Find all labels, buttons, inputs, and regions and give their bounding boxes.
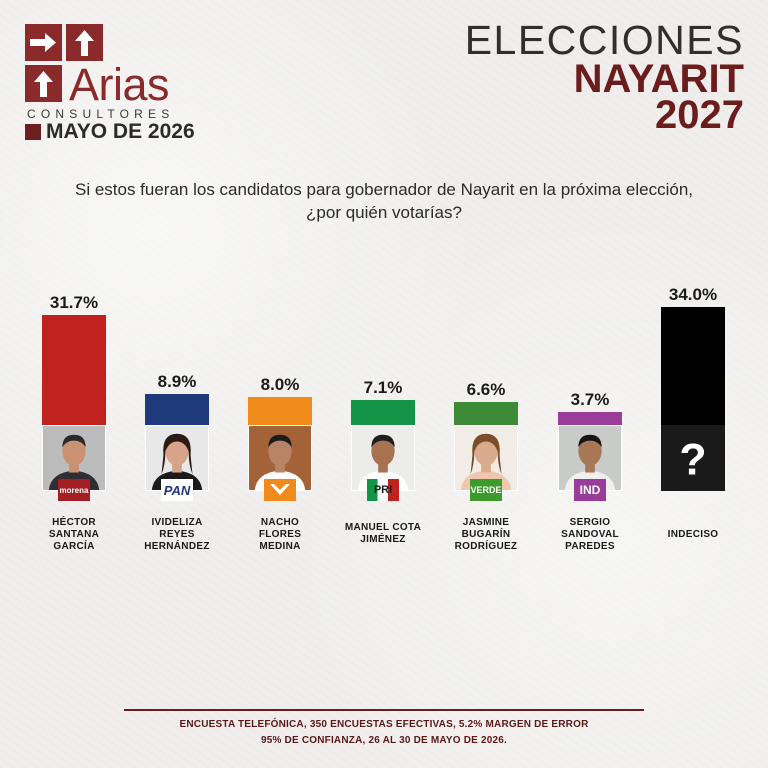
bar-value-label: 34.0% [668, 285, 718, 304]
survey-question: Si estos fueran los candidatos para gobe… [0, 178, 768, 224]
candidate-name: SERGIO SANDOVAL PAREDES [540, 517, 640, 553]
brand-subtitle: CONSULTORES [27, 107, 175, 121]
candidate-name-line: NACHO [260, 517, 300, 528]
arrow-up-icon [66, 24, 103, 61]
bar-value-label: 31.7% [49, 293, 99, 312]
svg-text:?: ? [679, 435, 706, 484]
question-mark-icon: ? [661, 425, 725, 491]
footer-line-1: ENCUESTA TELEFÓNICA, 350 ENCUESTAS EFECT… [179, 719, 589, 730]
methodology-note: ENCUESTA TELEFÓNICA, 350 ENCUESTAS EFECT… [0, 717, 768, 749]
candidate-name: INDECISO [643, 529, 743, 541]
bar-value-label: 6.6% [466, 380, 506, 399]
party-label: VERDE [470, 485, 502, 495]
brand-name: Arias [69, 59, 170, 110]
candidate-name-line: RODRÍGUEZ [454, 541, 518, 552]
bar-value-label: 8.0% [260, 375, 300, 394]
movimiento-ciudadano-logo [264, 479, 296, 501]
party-label: PRI [373, 484, 393, 496]
party-label: IND [579, 483, 601, 497]
candidate-name-line: SERGIO [569, 517, 611, 528]
candidate-name-line: INDECISO [667, 529, 719, 540]
party-label: PAN [163, 482, 191, 498]
candidate-name: JASMINE BUGARÍN RODRÍGUEZ [436, 517, 536, 553]
pri-logo: PRI [367, 479, 399, 501]
bar [248, 397, 312, 425]
question-line-2: ¿por quién votarías? [306, 203, 462, 222]
title-line-2: NAYARIT [573, 57, 744, 101]
candidate-name: IVIDELIZA REYES HERNÁNDEZ [127, 517, 227, 553]
footer-line-2: 95% DE CONFIANZA, 26 AL 30 DE MAYO DE 20… [260, 735, 508, 746]
independent-logo: IND [574, 479, 606, 501]
candidate-name: HÉCTOR SANTANA GARCÍA [24, 517, 124, 553]
candidate-name-line: HERNÁNDEZ [144, 541, 210, 552]
bar [42, 315, 106, 425]
morena-logo: morena [58, 479, 90, 501]
arrow-up-icon [25, 65, 62, 102]
bar [558, 412, 622, 425]
candidate-photo [248, 425, 312, 491]
bar [661, 307, 725, 425]
date-marker [25, 124, 41, 140]
bar [454, 402, 518, 425]
candidate-name-line: FLORES [258, 529, 302, 540]
party-label: morena [59, 485, 89, 495]
candidate-name-line: MEDINA [259, 541, 301, 552]
bar-value-label: 7.1% [363, 378, 403, 397]
candidate-name-line: SANTANA [48, 529, 100, 540]
candidate-name: NACHO FLORES MEDINA [230, 517, 330, 553]
pan-logo: PAN [161, 479, 193, 501]
candidate-name-line: IVIDELIZA [151, 517, 203, 528]
candidate-name-line: SANDOVAL [561, 529, 619, 540]
candidate-name-line: REYES [159, 529, 195, 540]
title-line-3: 2027 [655, 93, 744, 137]
question-line-1: Si estos fueran los candidatos para gobe… [74, 180, 694, 199]
arrow-right-icon [25, 24, 62, 61]
candidate-name-line: JIMÉNEZ [360, 534, 406, 545]
candidate-name-line: MANUEL COTA [344, 522, 422, 533]
survey-date: MAYO DE 2026 [46, 120, 195, 143]
bar-value-label: 3.7% [570, 390, 610, 409]
candidate-name-line: JASMINE [462, 517, 510, 528]
bar [145, 394, 209, 425]
title-line-1: ELECCIONES [464, 17, 744, 63]
bar [351, 400, 415, 425]
verde-logo: VERDE [470, 479, 502, 501]
footer-divider [124, 709, 644, 711]
candidate-name-line: GARCÍA [53, 541, 95, 552]
arias-logo: Arias CONSULTORES MAYO DE 2026 [25, 24, 225, 144]
candidate-name: MANUEL COTA JIMÉNEZ [333, 522, 433, 546]
bar-value-label: 8.9% [157, 372, 197, 391]
candidate-name-line: HÉCTOR [52, 517, 96, 528]
candidate-name-line: PAREDES [565, 541, 615, 552]
candidate-name-line: BUGARÍN [461, 529, 511, 540]
